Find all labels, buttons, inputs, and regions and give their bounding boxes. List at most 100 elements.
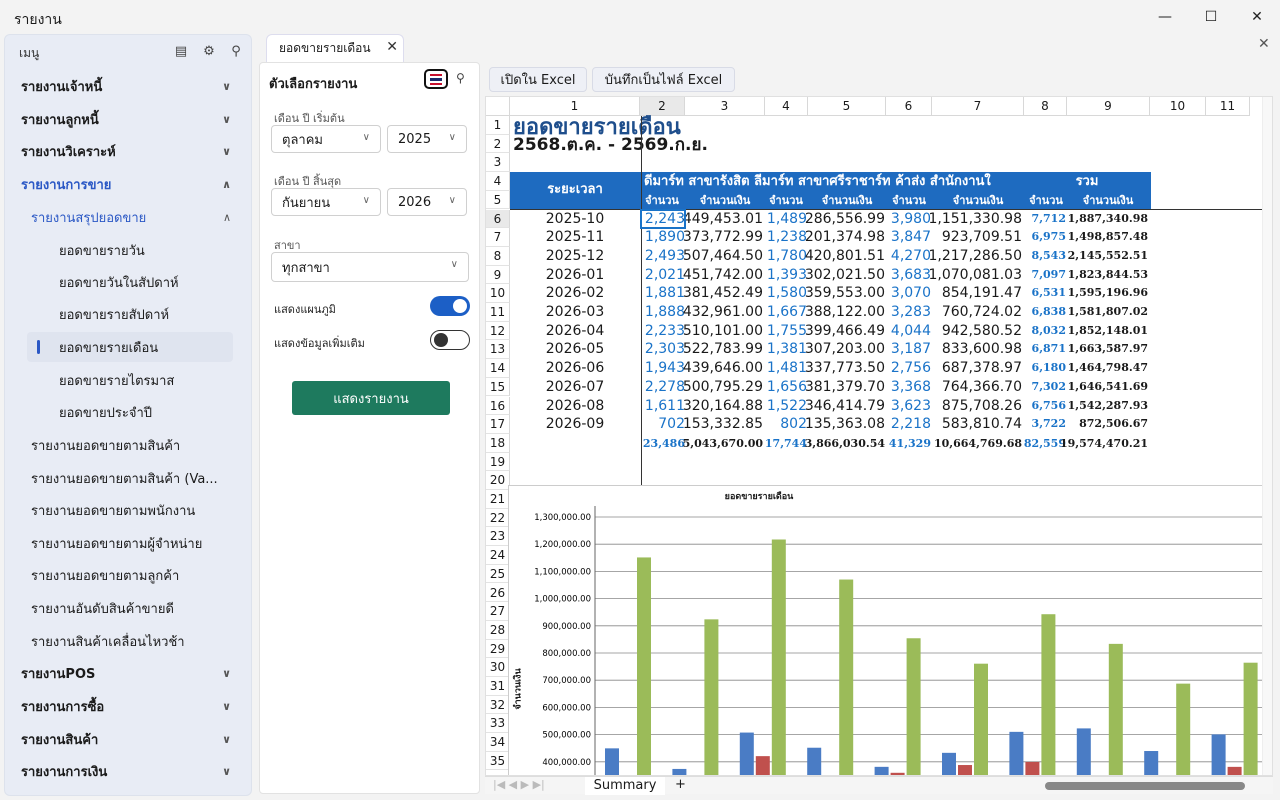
row-header[interactable]: 7 (486, 228, 510, 247)
sidebar-item[interactable]: รายงานยอดขายตามผู้จำหน่าย (5, 528, 251, 558)
row-header[interactable]: 18 (486, 433, 510, 453)
row-header[interactable]: 17 (486, 415, 510, 434)
selected-cell[interactable] (640, 208, 686, 229)
thai-flag-icon[interactable] (424, 69, 448, 89)
row-header[interactable]: 16 (486, 396, 510, 416)
row-header[interactable]: 9 (486, 265, 510, 285)
start-month-select[interactable]: ตุลาคม ∨ (271, 125, 381, 153)
tab-monthly-sales[interactable]: ยอดขายรายเดือน ✕ (266, 34, 404, 62)
row-header[interactable]: 2 (486, 134, 510, 154)
sidebar-item[interactable]: ยอดขายรายเดือน (27, 332, 233, 362)
row-header[interactable]: 33 (486, 714, 510, 734)
sidebar-item[interactable]: รายงานยอดขายตามสินค้า (Va... (5, 463, 251, 493)
show-report-button[interactable]: แสดงรายงาน (292, 381, 450, 415)
sheet-tab-summary[interactable]: Summary (585, 777, 665, 795)
row-header[interactable]: 6 (486, 209, 510, 229)
row-header[interactable]: 13 (486, 340, 510, 360)
maximize-icon[interactable]: ☐ (1204, 9, 1218, 25)
show-chart-toggle[interactable] (430, 296, 470, 316)
show-extra-toggle[interactable] (430, 330, 470, 350)
row-header[interactable]: 29 (486, 639, 510, 659)
data-cell: 8,032 (1031, 323, 1066, 337)
start-year-select[interactable]: 2025 ∨ (387, 125, 467, 153)
sidebar-item[interactable]: รายงานสรุปยอดขาย ∧ (5, 202, 251, 232)
sidebar-item[interactable]: รายงานสินค้าเคลื่อนไหวช้า (5, 626, 251, 656)
column-header[interactable]: 8 (1024, 97, 1067, 116)
row-header[interactable]: 21 (486, 490, 510, 509)
add-sheet-icon[interactable]: + (675, 777, 686, 792)
end-month-select[interactable]: กันยายน ∨ (271, 188, 381, 216)
corner-cell[interactable] (486, 97, 510, 116)
sidebar-item-label: รายงานยอดขายตามสินค้า (Va... (31, 471, 218, 487)
horizontal-scrollbar[interactable] (1045, 782, 1245, 790)
minimize-icon[interactable]: — (1158, 9, 1172, 25)
sidebar-item[interactable]: รายงานลูกหนี้ ∨ (5, 104, 251, 134)
sidebar-item[interactable]: ยอดขายรายไตรมาส (5, 365, 251, 395)
database-icon[interactable]: ▤ (174, 43, 188, 59)
open-excel-button[interactable]: เปิดใน Excel (489, 67, 587, 92)
row-header[interactable]: 34 (486, 733, 510, 752)
row-header[interactable]: 25 (486, 564, 510, 584)
sidebar-item[interactable]: รายงานการเงิน ∨ (5, 756, 251, 786)
row-header[interactable]: 3 (486, 153, 510, 173)
sheet-nav-icon[interactable]: |◀ ◀ ▶ ▶| (493, 778, 545, 791)
row-header[interactable]: 28 (486, 620, 510, 640)
row-header[interactable]: 15 (486, 377, 510, 397)
sidebar-item[interactable]: รายงานสินค้า ∨ (5, 724, 251, 754)
row-header[interactable]: 30 (486, 658, 510, 677)
row-header[interactable]: 35 (486, 751, 510, 771)
chart[interactable]: ยอดขายรายเดือน จำนวนเงิน 1,300,000.00 1,200… (508, 485, 1272, 775)
row-header[interactable]: 12 (486, 321, 510, 341)
end-year-select[interactable]: 2026 ∨ (387, 188, 467, 216)
gear-icon[interactable]: ⚙ (203, 43, 215, 59)
close-tab-icon[interactable]: ✕ (386, 39, 398, 55)
row-header[interactable]: 11 (486, 303, 510, 322)
column-header[interactable]: 4 (765, 97, 808, 116)
column-header[interactable]: 7 (932, 97, 1024, 116)
sidebar-item[interactable]: รายงานยอดขายตามลูกค้า (5, 560, 251, 590)
branch-select[interactable]: ทุกสาขา ∨ (271, 252, 469, 282)
row-header[interactable]: 27 (486, 602, 510, 621)
column-header[interactable]: 6 (886, 97, 932, 116)
row-header[interactable]: 4 (486, 172, 510, 191)
close-icon[interactable]: ✕ (1251, 9, 1263, 25)
pin-icon[interactable]: ⚲ (456, 71, 465, 85)
row-header[interactable]: 26 (486, 583, 510, 603)
sidebar-item[interactable]: ยอดขายประจำปี (5, 397, 251, 427)
sidebar-item[interactable]: รายงานอันดับสินค้าขายดี (5, 593, 251, 623)
spreadsheet[interactable]: 1 2 3 4 5 6 7 8 9 10 11 1 2 3 4 5 6 7 8 9 10 11 12 13 14 15 16 17 18… (485, 96, 1273, 776)
sidebar-item[interactable]: ยอดขายรายวัน (5, 235, 251, 265)
column-header[interactable]: 9 (1067, 97, 1150, 116)
row-header[interactable]: 23 (486, 527, 510, 547)
sidebar-item[interactable]: รายงานการขาย ∧ (5, 169, 251, 199)
column-header[interactable]: 2 (640, 97, 685, 116)
pin-icon[interactable]: ⚲ (231, 43, 241, 59)
sidebar-item[interactable]: ยอดขายรายสัปดาห์ (5, 299, 251, 329)
row-header[interactable]: 20 (486, 471, 510, 490)
row-header[interactable]: 22 (486, 508, 510, 528)
column-header[interactable]: 5 (808, 97, 886, 116)
row-header[interactable]: 8 (486, 246, 510, 266)
row-header[interactable]: 10 (486, 284, 510, 303)
sidebar-item[interactable]: รายงานยอดขายตามสินค้า (5, 430, 251, 460)
sidebar-item[interactable]: รายงานการซื้อ ∨ (5, 691, 251, 721)
close-doc-icon[interactable]: ✕ (1258, 36, 1270, 52)
sidebar-item[interactable]: ยอดขายวันในสัปดาห์ (5, 267, 251, 297)
sidebar-item[interactable]: รายงานยอดขายตามพนักงาน (5, 495, 251, 525)
sidebar-item[interactable]: รายงานเจ้าหนี้ ∨ (5, 71, 251, 101)
sidebar-item[interactable]: รายงานวิเคราะห์ ∨ (5, 136, 251, 166)
column-header[interactable]: 3 (685, 97, 765, 116)
row-header[interactable]: 31 (486, 677, 510, 696)
column-header[interactable]: 11 (1206, 97, 1250, 116)
row-header[interactable]: 5 (486, 190, 510, 210)
column-header[interactable]: 10 (1150, 97, 1206, 116)
column-header[interactable]: 1 (510, 97, 640, 116)
save-excel-button[interactable]: บันทึกเป็นไฟล์ Excel (592, 67, 735, 92)
vertical-scrollbar[interactable] (1262, 97, 1272, 775)
row-header[interactable]: 19 (486, 452, 510, 472)
row-header[interactable]: 32 (486, 695, 510, 715)
row-header[interactable]: 14 (486, 359, 510, 378)
row-header[interactable]: 24 (486, 546, 510, 565)
sidebar-item[interactable]: รายงานPOS ∨ (5, 658, 251, 688)
row-header[interactable]: 1 (486, 116, 510, 135)
